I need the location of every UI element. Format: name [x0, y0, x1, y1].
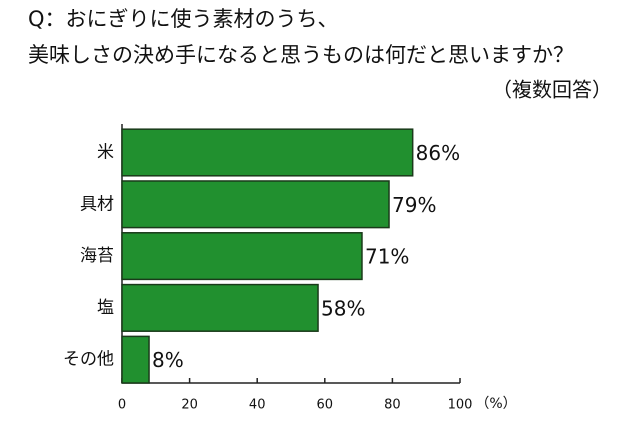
x-tick-label: 80	[384, 398, 401, 413]
bar	[121, 283, 319, 332]
value-label: 71%	[365, 245, 409, 269]
value-label: 58%	[321, 296, 365, 320]
x-tick-label: 40	[249, 398, 266, 413]
x-axis-label: （%）	[475, 396, 516, 412]
value-label: 86%	[416, 141, 460, 165]
y-tick-label: 塩	[97, 298, 114, 318]
title-line: 美味しさの決め手になると思うものは何だと思いますか？	[28, 43, 574, 67]
y-tick-label: 海苔	[80, 246, 114, 266]
x-tick-label: 100	[448, 398, 473, 413]
bar	[121, 335, 150, 384]
title-line: Q：おにぎりに使う素材のうち、	[28, 7, 339, 31]
x-tick-label: 0	[118, 398, 126, 413]
x-tick-label: 20	[181, 398, 198, 413]
value-label: 8%	[152, 348, 184, 372]
bar	[121, 128, 414, 177]
bar	[121, 232, 363, 281]
y-tick-label: 具材	[80, 194, 114, 214]
bar	[121, 180, 390, 229]
subtitle: （複数回答）	[492, 78, 612, 102]
x-tick-label: 60	[317, 398, 334, 413]
y-tick-label: 米	[97, 142, 114, 162]
y-tick-label: その他	[63, 350, 114, 370]
value-label: 79%	[392, 193, 436, 217]
